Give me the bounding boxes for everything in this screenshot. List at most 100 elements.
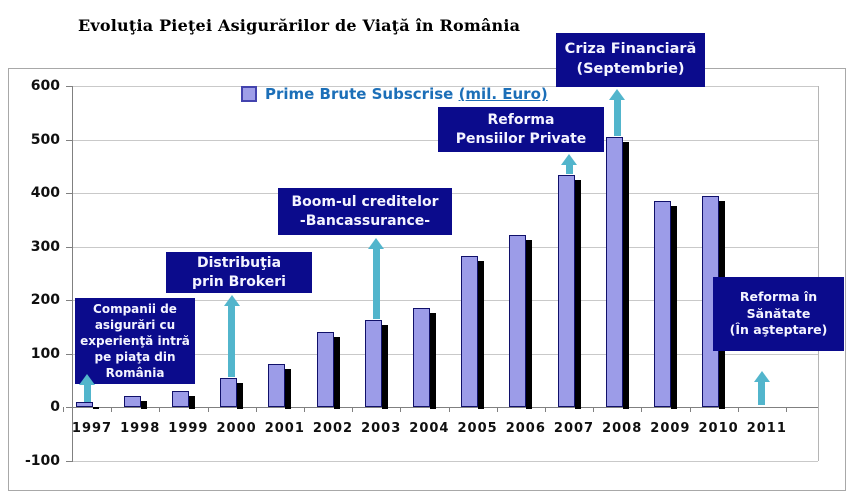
x-tick <box>62 407 64 412</box>
plot-right-border <box>818 86 819 461</box>
chart-title: Evoluţia Pieţei Asigurărilor de Viaţă în… <box>78 16 521 35</box>
annotation-line: Boom-ul creditelor <box>291 193 439 210</box>
x-axis-label: 2009 <box>650 421 691 436</box>
x-axis-label: 1999 <box>168 421 209 436</box>
bar-shadow-1999 <box>188 395 195 409</box>
bar-2004 <box>412 308 430 407</box>
x-tick <box>207 407 209 412</box>
x-axis-label: 2011 <box>746 421 787 436</box>
bar-shadow-2000 <box>237 383 244 409</box>
annotation-line: Criza Financiară <box>564 41 697 58</box>
bar-shadow-2001 <box>285 369 292 409</box>
annotation-line: experienţă intră <box>80 333 190 348</box>
arrow-head-icon-2007 <box>561 154 577 165</box>
x-axis-label: 1997 <box>71 421 113 436</box>
gridline <box>72 460 818 462</box>
bar-shadow-2005 <box>478 260 485 409</box>
annotation-line: Reforma <box>487 111 555 128</box>
annotation-line: Companii de <box>93 301 177 316</box>
bar-shadow-2007 <box>574 180 581 409</box>
arrow-head-icon-2011 <box>753 371 770 382</box>
arrow-head-icon-1997 <box>79 374 95 385</box>
annotation-line: (Septembrie) <box>576 61 685 77</box>
annotation-line: Reforma în <box>739 288 818 304</box>
x-tick <box>448 407 450 412</box>
y-axis-label: 500 <box>30 131 60 148</box>
bar-2009 <box>653 201 671 407</box>
annotation-line: prin Brokeri <box>192 273 286 290</box>
y-axis-label: 300 <box>30 238 60 255</box>
x-axis-label: 2004 <box>409 421 450 436</box>
bar-2008 <box>605 136 623 407</box>
y-axis-label: 0 <box>50 399 60 415</box>
legend-unit-label: (mil. Euro) <box>458 85 548 103</box>
y-tick <box>66 193 73 194</box>
x-tick <box>303 407 305 412</box>
bar-shadow-1998 <box>140 401 147 409</box>
bar-2002 <box>316 332 334 407</box>
chart-legend: Prime Brute Subscrise (mil. Euro) <box>241 85 548 103</box>
x-axis-label: 2008 <box>602 421 643 436</box>
x-tick <box>544 407 546 412</box>
bar-shadow-1997 <box>92 406 99 409</box>
bar-2007 <box>557 175 575 407</box>
gridline <box>72 300 818 301</box>
x-axis-label: 2005 <box>457 421 498 436</box>
legend-label: Prime Brute Subscrise (mil. Euro) <box>265 85 548 103</box>
x-axis-label: 2001 <box>264 421 305 436</box>
bar-shadow-2004 <box>429 313 436 409</box>
x-tick <box>785 407 787 412</box>
annotation-box-market-entry: Companii de asigurări cu experienţă intră p… <box>75 298 195 384</box>
arrow-shaft-2007 <box>565 164 573 174</box>
bar-shadow-2006 <box>526 239 533 409</box>
arrow-head-icon-2000 <box>223 295 240 306</box>
x-axis-label: 2007 <box>553 421 595 436</box>
bar-2006 <box>509 234 527 407</box>
annotation-box-financial-crisis: Criza Financiară (Septembrie) <box>556 33 705 87</box>
bar-2005 <box>461 255 479 407</box>
bar-2003 <box>364 320 382 407</box>
bar-2001 <box>268 364 286 407</box>
y-tick <box>66 139 73 141</box>
annotation-line: (În aşteptare) <box>729 322 828 338</box>
annotation-box-credit-boom: Boom-ul creditelor -Bancassurance- <box>278 188 452 235</box>
bar-1999 <box>171 390 189 407</box>
bar-2000 <box>220 378 238 407</box>
annotation-line: România <box>105 366 165 381</box>
x-tick <box>400 407 402 412</box>
x-tick <box>737 407 739 412</box>
x-tick <box>159 407 161 412</box>
x-axis-label: 2000 <box>216 421 257 436</box>
legend-series-label: Prime Brute Subscrise <box>265 85 454 103</box>
x-axis-label: 2010 <box>698 421 739 436</box>
y-tick <box>66 460 73 462</box>
x-tick <box>496 407 498 412</box>
x-axis-label: 2003 <box>361 421 402 436</box>
annotation-box-pension-reform: Reforma Pensiilor Private <box>438 107 604 152</box>
legend-marker-square <box>241 86 257 102</box>
arrow-head-icon-2003 <box>368 238 385 249</box>
bar-1997 <box>75 401 93 407</box>
annotation-line: -Bancassurance- <box>299 212 431 229</box>
gridline <box>72 407 818 408</box>
y-axis-label: 600 <box>30 78 60 94</box>
gridline <box>72 246 818 248</box>
bar-shadow-2009 <box>670 206 677 409</box>
y-tick <box>66 86 73 87</box>
arrow-shaft-2000 <box>228 305 236 377</box>
x-tick <box>255 407 257 412</box>
y-axis-label: 200 <box>30 292 60 308</box>
annotation-line: Distribuţia <box>196 254 282 271</box>
y-axis-label: 100 <box>30 345 60 362</box>
x-tick <box>593 407 595 412</box>
bar-shadow-2003 <box>381 325 388 409</box>
y-axis-label: 400 <box>30 185 60 201</box>
annotation-box-health-reform: Reforma în Sănătate (În aşteptare) <box>713 277 844 351</box>
x-tick <box>641 407 643 412</box>
x-tick <box>689 407 691 412</box>
arrow-shaft-2003 <box>372 248 380 319</box>
annotation-line: asigurări cu <box>94 317 176 332</box>
annotation-line: Pensiilor Private <box>455 130 587 147</box>
y-axis-label: -100 <box>24 452 60 469</box>
